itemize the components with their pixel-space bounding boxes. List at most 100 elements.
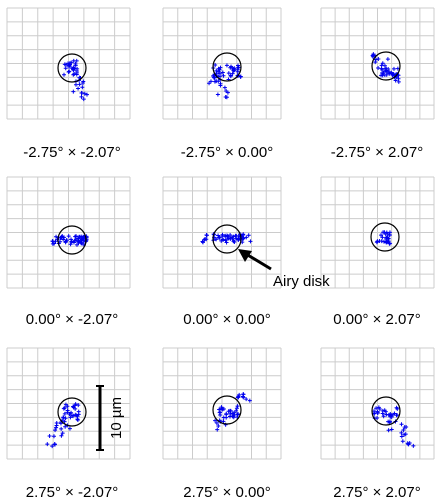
ray-point — [222, 85, 227, 90]
ray-point — [215, 427, 220, 432]
panel-caption: 2.75° × 2.07° — [333, 484, 420, 501]
ray-point — [74, 242, 79, 247]
ray-point — [232, 410, 237, 415]
ray-point — [67, 426, 72, 431]
ray-point — [67, 69, 72, 74]
ray-point — [382, 230, 387, 235]
ray-point — [395, 412, 400, 417]
ray-point — [229, 64, 234, 69]
ray-point — [396, 79, 401, 84]
ray-point — [230, 71, 235, 76]
ray-point — [248, 239, 253, 244]
ray-point — [236, 65, 241, 70]
ray-point — [58, 235, 63, 240]
ray-point — [233, 236, 238, 241]
spot-panel — [162, 347, 282, 460]
airy-disk-circle — [371, 51, 401, 81]
ray-point — [244, 397, 249, 402]
ray-point — [231, 68, 236, 73]
ray-point — [376, 66, 381, 71]
ray-point — [75, 417, 80, 422]
spot-panel — [6, 347, 131, 460]
ray-point — [383, 409, 388, 414]
ray-point — [375, 416, 380, 421]
ray-point — [393, 78, 398, 83]
ray-point — [224, 240, 229, 245]
ray-point — [380, 61, 385, 66]
ray-point — [80, 85, 85, 90]
ray-point — [54, 425, 59, 430]
ray-point — [385, 57, 390, 62]
airy-disk-arrow — [245, 252, 272, 271]
ray-point — [59, 433, 64, 438]
scale-bar-label: 10 µm — [108, 397, 125, 439]
ray-point — [376, 56, 381, 61]
ray-point — [224, 63, 229, 68]
ray-point — [71, 404, 76, 409]
ray-point — [81, 97, 86, 102]
ray-point — [384, 412, 389, 417]
ray-point — [54, 420, 59, 425]
ray-point — [223, 94, 228, 99]
ray-point — [228, 232, 233, 237]
ray-point — [370, 54, 375, 59]
ray-point — [211, 75, 216, 80]
panel-caption: 0.00° × 0.00° — [183, 311, 270, 328]
ray-point — [63, 240, 68, 245]
ray-point — [228, 73, 233, 78]
ray-point — [54, 234, 59, 239]
ray-point — [217, 235, 222, 240]
ray-point — [76, 409, 81, 414]
panel-caption: -2.75° × 0.00° — [181, 144, 273, 161]
ray-point — [59, 426, 64, 431]
airy-disk-circle — [212, 224, 242, 254]
ray-point — [376, 405, 381, 410]
ray-point — [246, 233, 251, 238]
ray-point — [213, 418, 218, 423]
ray-point — [237, 392, 242, 397]
ray-point — [241, 392, 246, 397]
ray-point — [47, 434, 52, 439]
ray-point — [399, 422, 404, 427]
ray-point — [73, 63, 78, 68]
ray-point — [214, 237, 219, 242]
ray-point — [224, 412, 229, 417]
ray-point — [63, 424, 68, 429]
panel-caption: 2.75° × 0.00° — [183, 484, 270, 501]
ray-point — [81, 235, 86, 240]
ray-point — [60, 431, 65, 436]
ray-point — [403, 432, 408, 437]
ray-point — [207, 81, 212, 86]
ray-point — [216, 423, 221, 428]
panel-caption: 2.75° × -2.07° — [26, 484, 118, 501]
panel-caption: 0.00° × -2.07° — [26, 311, 118, 328]
ray-point — [236, 63, 241, 68]
airy-disk-circle — [370, 222, 400, 252]
ray-point — [235, 395, 240, 400]
ray-point — [226, 409, 231, 414]
ray-point — [382, 73, 387, 78]
ray-point — [65, 408, 70, 413]
ray-point — [395, 406, 400, 411]
ray-point — [67, 62, 72, 67]
ray-point — [224, 89, 229, 94]
ray-point — [407, 441, 412, 446]
ray-point — [62, 419, 67, 424]
ray-point — [374, 406, 379, 411]
ray-point — [200, 240, 205, 245]
ray-point — [221, 415, 226, 420]
ray-point — [52, 442, 57, 447]
ray-point — [404, 424, 409, 429]
ray-point — [66, 234, 71, 239]
ray-point — [213, 63, 218, 68]
ray-point — [401, 427, 406, 432]
airy-disk-circle — [212, 52, 242, 82]
ray-point — [384, 69, 389, 74]
ray-point — [227, 414, 232, 419]
airy-disk-circle — [212, 395, 242, 425]
ray-point — [73, 82, 78, 87]
spot-panel — [6, 7, 131, 120]
panel-caption: 0.00° × 2.07° — [333, 311, 420, 328]
ray-point — [399, 434, 404, 439]
